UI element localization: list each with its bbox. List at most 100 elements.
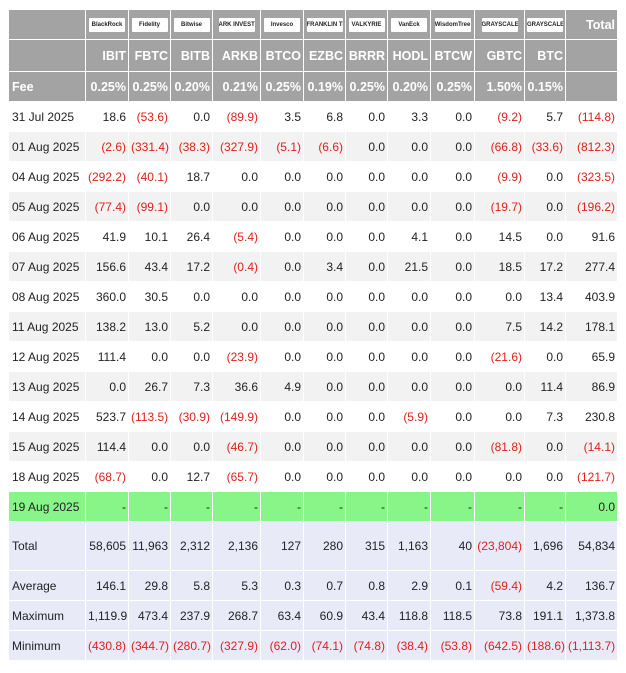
value-cell: 12.7 (171, 462, 212, 491)
value-cell: 1,119.9 (86, 601, 128, 630)
value-cell: 0.0 (304, 312, 345, 341)
value-cell: 14.5 (475, 222, 524, 251)
value-cell: 7.3 (171, 372, 212, 401)
value-cell: 0.0 (388, 372, 430, 401)
value-cell: 0.0 (525, 162, 565, 191)
value-cell: 65.9 (566, 342, 617, 371)
value-cell: 6.8 (304, 102, 345, 131)
data-row: 31 Jul 2025 18.6 (53.6) 0.0 (89.9) 3.5 6.8 0.0 3… (9, 102, 617, 131)
value-cell: 43.4 (346, 601, 387, 630)
value-cell: - (346, 492, 387, 521)
ticker-cell: IBIT (86, 40, 128, 71)
value-cell: 5.8 (171, 571, 212, 600)
value-cell: - (304, 492, 345, 521)
value-cell: 0.0 (346, 342, 387, 371)
date-cell: 12 Aug 2025 (9, 342, 85, 371)
date-cell: 05 Aug 2025 (9, 192, 85, 221)
fund-logo: GRAYSCALE (481, 17, 518, 32)
value-cell: 21.5 (388, 252, 430, 281)
value-cell: 5.7 (525, 102, 565, 131)
data-row: 15 Aug 2025 114.4 0.0 0.0 (46.7) 0.0 0.0 0.0 0.0… (9, 432, 617, 461)
value-cell: 0.0 (213, 282, 260, 311)
value-cell: 0.0 (346, 282, 387, 311)
value-cell: 237.9 (171, 601, 212, 630)
logo-cell: GRAYSCALE (525, 10, 565, 39)
ticker-cell: FBTC (129, 40, 170, 71)
value-cell: 0.0 (475, 282, 524, 311)
value-cell: 0.0 (431, 252, 474, 281)
value-cell: 13.0 (129, 312, 170, 341)
value-cell: (121.7) (566, 462, 617, 491)
summary-label: Total (9, 522, 85, 570)
value-cell: 0.0 (171, 342, 212, 371)
value-cell: (66.8) (475, 132, 524, 161)
value-cell: (21.6) (475, 342, 524, 371)
value-cell: - (261, 492, 303, 521)
value-cell: 114.4 (86, 432, 128, 461)
summary-label: Average (9, 571, 85, 600)
summary-label: Minimum (9, 631, 85, 660)
date-cell: 15 Aug 2025 (9, 432, 85, 461)
value-cell: 0.0 (431, 342, 474, 371)
value-cell: - (475, 492, 524, 521)
value-cell: (53.6) (129, 102, 170, 131)
value-cell: (1,113.7) (566, 631, 617, 660)
value-cell: 0.0 (525, 192, 565, 221)
value-cell: (327.9) (213, 132, 260, 161)
value-cell: (77.4) (86, 192, 128, 221)
value-cell: 60.9 (304, 601, 345, 630)
value-cell: 0.0 (388, 462, 430, 491)
value-cell: 0.0 (525, 462, 565, 491)
value-cell: 4.9 (261, 372, 303, 401)
value-cell: 0.8 (346, 571, 387, 600)
value-cell: (196.2) (566, 192, 617, 221)
value-cell: 230.8 (566, 402, 617, 431)
value-cell: 1,163 (388, 522, 430, 570)
corner-cell (9, 40, 85, 71)
value-cell: (9.2) (475, 102, 524, 131)
value-cell: 0.0 (261, 192, 303, 221)
value-cell: 5.2 (171, 312, 212, 341)
value-cell: 0.0 (475, 372, 524, 401)
value-cell: 0.0 (431, 132, 474, 161)
value-cell: 0.0 (129, 432, 170, 461)
value-cell: 36.6 (213, 372, 260, 401)
date-cell: 06 Aug 2025 (9, 222, 85, 251)
value-cell: 0.0 (388, 282, 430, 311)
value-cell: 7.3 (525, 402, 565, 431)
fund-logo: GRAYSCALE (527, 17, 563, 32)
date-cell: 01 Aug 2025 (9, 132, 85, 161)
value-cell: 0.0 (304, 462, 345, 491)
value-cell: (40.1) (129, 162, 170, 191)
fee-cell: 0.25% (431, 72, 474, 101)
logo-cell: Invesco (261, 10, 303, 39)
value-cell: (38.4) (388, 631, 430, 660)
value-cell: 0.0 (304, 402, 345, 431)
summary-row: Average 146.1 29.8 5.8 5.3 0.3 0.7 0.8 2.9 0.1 (59… (9, 571, 617, 600)
value-cell: (74.8) (346, 631, 387, 660)
value-cell: 0.1 (431, 571, 474, 600)
fund-logo: BlackRock (89, 17, 125, 32)
value-cell: 277.4 (566, 252, 617, 281)
ticker-cell: BITB (171, 40, 212, 71)
value-cell: (323.5) (566, 162, 617, 191)
fund-logo: WisdomTree (434, 17, 471, 32)
value-cell: (33.6) (525, 132, 565, 161)
fee-label: Fee (9, 72, 85, 101)
total-header: Total (566, 10, 617, 39)
value-cell: 523.7 (86, 402, 128, 431)
value-cell: 156.6 (86, 252, 128, 281)
date-cell: 19 Aug 2025 (9, 492, 85, 521)
value-cell: 7.5 (475, 312, 524, 341)
value-cell: 280 (304, 522, 345, 570)
value-cell: - (525, 492, 565, 521)
data-row: 05 Aug 2025 (77.4) (99.1) 0.0 0.0 0.0 0.0 0.0 0.… (9, 192, 617, 221)
ticker-row: IBIT FBTC BITB ARKB BTCO EZBC BRRR HODL BTCW GBTC… (9, 40, 617, 71)
value-cell: 0.0 (475, 462, 524, 491)
value-cell: 315 (346, 522, 387, 570)
value-cell: (188.6) (525, 631, 565, 660)
value-cell: 0.0 (171, 192, 212, 221)
data-row: 12 Aug 2025 111.4 0.0 0.0 (23.9) 0.0 0.0 0.0 0.0… (9, 342, 617, 371)
value-cell: 0.0 (261, 252, 303, 281)
value-cell: 0.0 (346, 402, 387, 431)
